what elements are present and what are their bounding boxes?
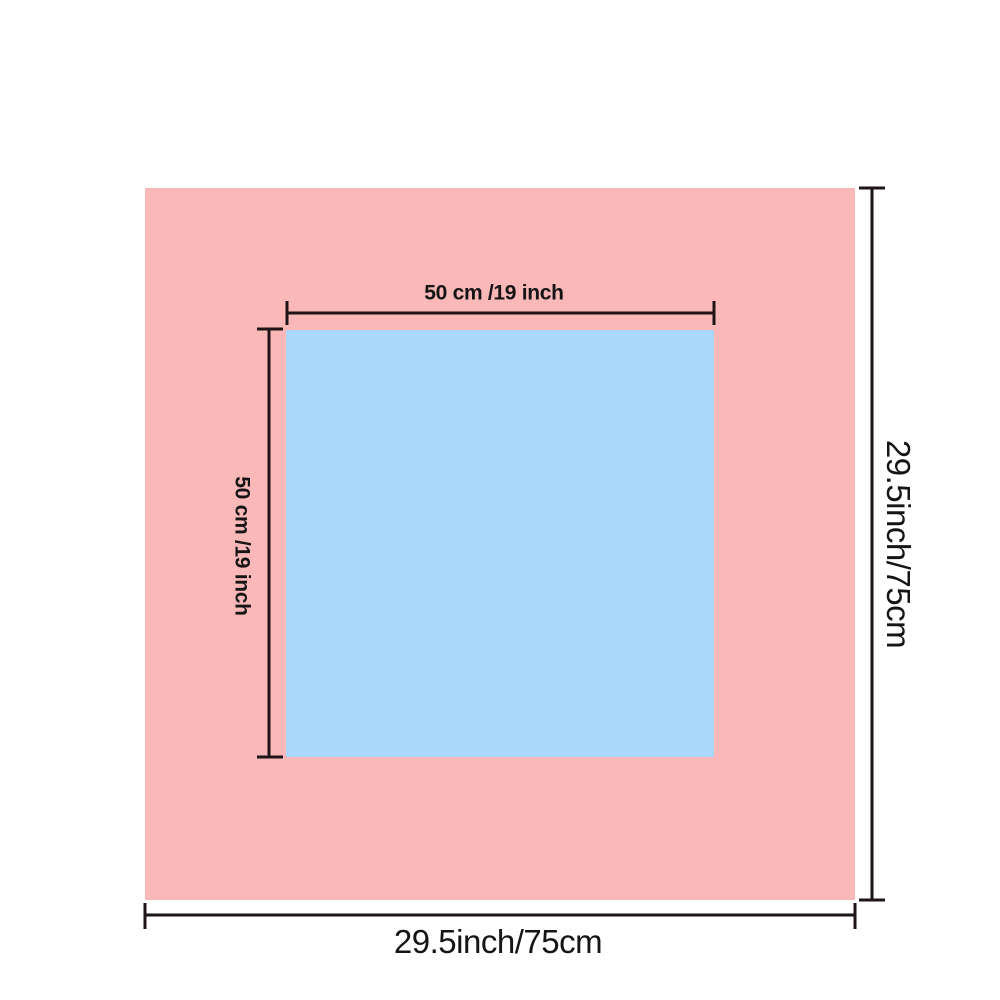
inner-width-label: 50 cm /19 inch	[424, 281, 564, 305]
inner-square	[286, 330, 714, 757]
outer-width-label: 29.5inch/75cm	[393, 922, 603, 960]
outer-height-label: 29.5inch/75cm	[880, 439, 918, 649]
inner-height-label: 50 cm /19 inch	[230, 476, 254, 616]
